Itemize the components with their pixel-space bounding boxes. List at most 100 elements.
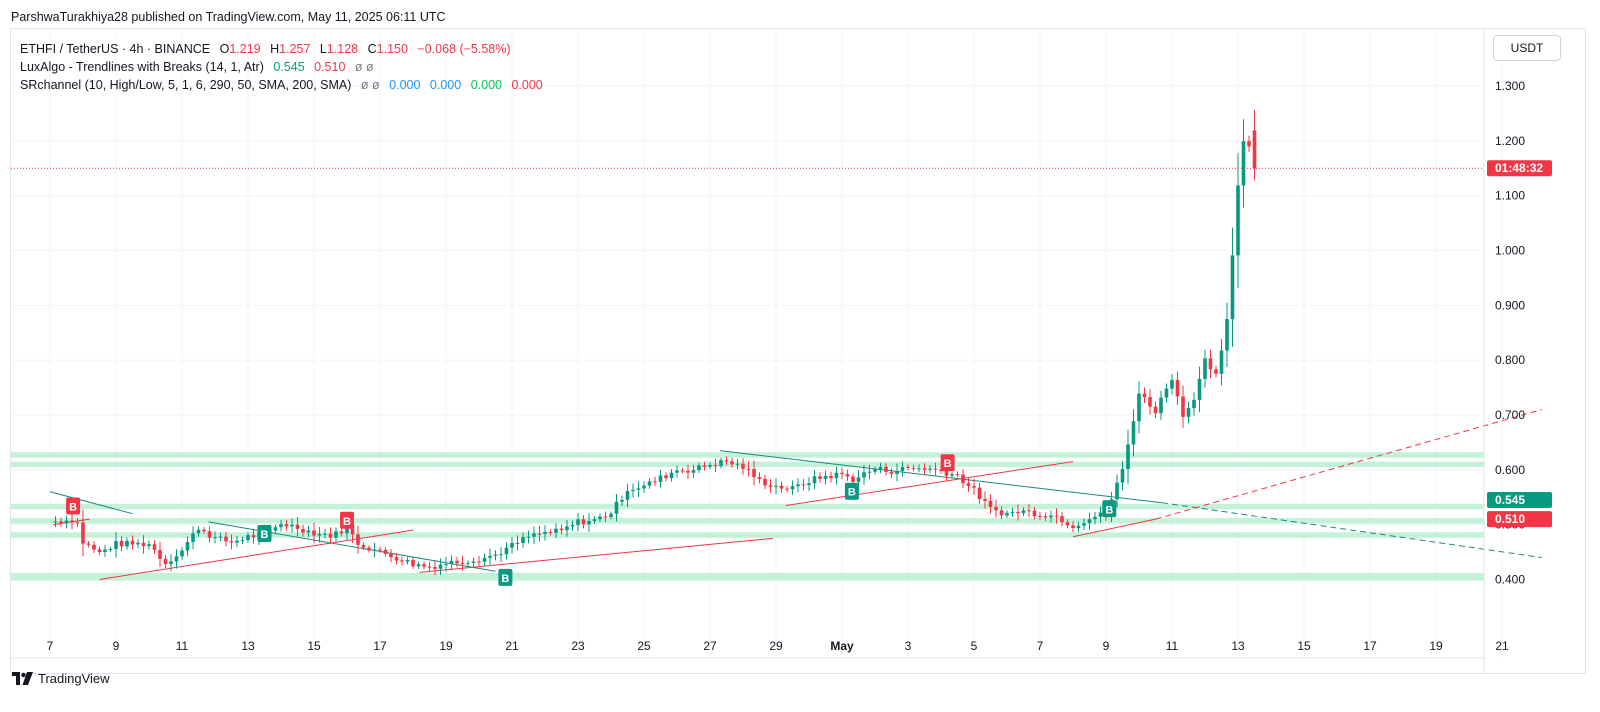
candle-body xyxy=(97,549,102,553)
candle-body xyxy=(697,465,701,471)
candle-body xyxy=(636,488,641,490)
candle-body xyxy=(1164,388,1169,398)
legend-l-label: L xyxy=(319,42,327,56)
legend-c-label: C xyxy=(367,42,377,56)
price-label-text: 0.545 xyxy=(1495,493,1525,507)
candle-body xyxy=(416,564,421,567)
candle-body xyxy=(378,549,382,551)
legend-o-value: 1.219 xyxy=(229,42,261,56)
candle-body xyxy=(840,472,844,475)
candle-body xyxy=(504,547,509,555)
buy-signal-label: B xyxy=(1105,504,1113,516)
candle-body xyxy=(724,460,729,462)
candle-body xyxy=(499,554,503,556)
candle-body xyxy=(1214,369,1218,374)
candle-body xyxy=(537,533,542,535)
time-tick-label: 3 xyxy=(905,639,912,653)
time-tick-label: 13 xyxy=(241,639,255,653)
candle-body xyxy=(1192,399,1196,409)
candle-body xyxy=(444,564,448,566)
legend-symbol[interactable]: ETHFI / TetherUS · 4h · BINANCE xyxy=(20,42,211,56)
currency-button[interactable]: USDT xyxy=(1493,35,1561,61)
legend-indicator2-name[interactable]: SRchannel (10, High/Low, 5, 1, 6, 290, 5… xyxy=(20,78,352,92)
candle-body xyxy=(680,470,685,472)
candle-body xyxy=(147,544,151,546)
legend-c-value: 1.150 xyxy=(376,42,408,56)
candle-body xyxy=(295,524,300,529)
time-tick-label: 21 xyxy=(1495,639,1509,653)
candle-body xyxy=(1241,141,1246,186)
candle-body xyxy=(306,530,311,533)
candle-body xyxy=(1131,421,1136,445)
candle-body xyxy=(1197,378,1202,400)
chart-frame[interactable] xyxy=(10,28,1586,674)
candle-body xyxy=(466,562,470,564)
signals: B B B B B B B xyxy=(66,454,1117,586)
price-label-box xyxy=(1487,511,1552,528)
candle-body xyxy=(988,500,993,507)
candle-body xyxy=(1087,519,1092,524)
price-labels: 01:48:32 0.545 0.510 xyxy=(1487,160,1552,528)
candle-body xyxy=(906,467,910,469)
candle-body xyxy=(81,522,85,544)
candle-body xyxy=(273,527,278,531)
legend-indicator1-v2: 0.510 xyxy=(314,60,346,74)
candle-body xyxy=(642,485,646,489)
candle-body xyxy=(394,557,399,561)
candle-body xyxy=(53,521,58,523)
candle-body xyxy=(735,463,740,465)
sr-zone xyxy=(11,461,1484,468)
sr-zone xyxy=(11,572,1484,581)
candle-body xyxy=(64,520,69,524)
candle-body xyxy=(59,521,63,524)
candle-body xyxy=(1236,185,1240,256)
tradingview-brand[interactable]: TradingView xyxy=(12,671,110,686)
candle-body xyxy=(669,472,674,479)
legend-h-value: 1.257 xyxy=(279,42,311,56)
candle-body xyxy=(345,524,349,534)
price-axis: 0.4000.5000.6000.7000.8000.9001.0001.100… xyxy=(1483,29,1525,673)
candle-body xyxy=(796,484,800,487)
buy-signal-marker xyxy=(844,482,859,500)
candle-body xyxy=(493,554,498,556)
legend-indicator1-v1: 0.545 xyxy=(273,60,305,74)
candle-body xyxy=(152,544,157,550)
candle-body xyxy=(1219,350,1224,374)
candle-body xyxy=(686,470,690,473)
buy-signal-label: B xyxy=(848,487,856,499)
support-trendline xyxy=(419,537,773,573)
legend-o-label: O xyxy=(219,42,230,56)
price-tick-label: 1.000 xyxy=(1495,243,1525,257)
time-tick-label: 21 xyxy=(505,639,519,653)
chart-legend: ETHFI / TetherUS · 4h · BINANCE O1.219 H… xyxy=(20,40,543,94)
candle-body xyxy=(372,549,377,551)
candle-body xyxy=(224,536,228,542)
candle-body xyxy=(1186,408,1191,417)
price-tick-label: 0.600 xyxy=(1495,463,1525,477)
time-tick-label: 9 xyxy=(113,639,120,653)
time-tick-label: 19 xyxy=(439,639,453,653)
time-tick-label: 15 xyxy=(1297,639,1311,653)
legend-l-value: 1.128 xyxy=(326,42,359,56)
candle-body xyxy=(559,528,564,531)
candle-body xyxy=(136,542,140,545)
candle-body xyxy=(807,483,811,485)
price-tick-label: 0.400 xyxy=(1495,572,1525,586)
legend-indicator1-name[interactable]: LuxAlgo - Trendlines with Breaks (14, 1,… xyxy=(20,60,264,74)
candle-body xyxy=(614,501,619,514)
candle-body xyxy=(1137,393,1141,422)
legend-indicator1-na: ø ø xyxy=(354,60,374,74)
price-tick-label: 0.700 xyxy=(1495,408,1525,422)
candle-body xyxy=(944,470,949,476)
candle-body xyxy=(389,553,393,558)
candle-body xyxy=(1175,379,1180,397)
candle-body xyxy=(917,468,921,470)
legend-change: −0.068 (−5.58%) xyxy=(417,42,511,56)
buy-signal-marker xyxy=(1102,500,1117,518)
candle-body xyxy=(856,477,861,482)
candle-body xyxy=(834,472,839,479)
sr-zones xyxy=(11,452,1484,581)
candle-body xyxy=(482,557,487,562)
candle-body xyxy=(851,476,855,482)
